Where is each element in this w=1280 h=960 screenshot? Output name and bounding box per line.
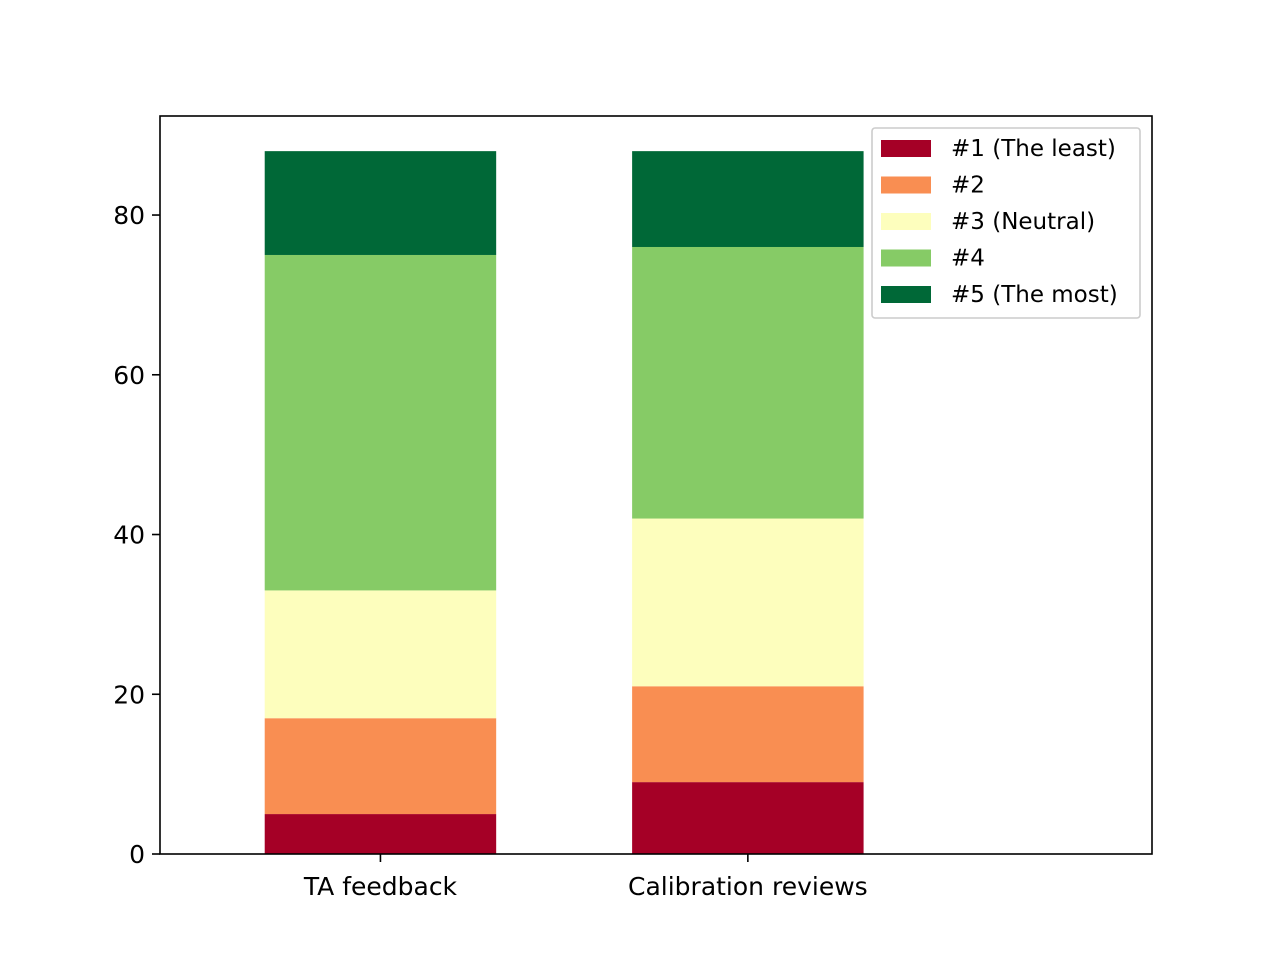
x-tick-label: Calibration reviews [628, 872, 868, 901]
bar-segment [264, 814, 497, 854]
bar-segment [264, 718, 497, 815]
y-tick-label: 0 [129, 840, 145, 869]
bar-segment [264, 254, 497, 591]
legend-label: #4 [951, 246, 985, 272]
legend-swatch [881, 249, 931, 267]
bar-segment [632, 782, 864, 854]
bar-segment [632, 246, 864, 519]
x-axis: TA feedback Calibration reviews [303, 854, 868, 901]
legend-label: #5 (The most) [951, 282, 1118, 308]
legend-frame [871, 127, 1141, 319]
legend-swatch [881, 213, 931, 230]
bar-segment [632, 686, 864, 783]
legend-swatch [881, 286, 931, 303]
legend: #1 (The least) #2 #3 (Neutral) #4 #5 (The mo… [871, 127, 1141, 319]
x-tick-label: TA feedback [303, 872, 458, 901]
legend-label: #1 (The least) [951, 136, 1116, 162]
legend-label: #3 (Neutral) [951, 209, 1095, 235]
bars-layer [264, 151, 864, 854]
y-tick-label: 60 [113, 361, 145, 390]
legend-swatch [881, 140, 931, 157]
legend-label: #2 [951, 173, 985, 199]
bar-segment [264, 590, 497, 719]
legend-swatch [881, 176, 931, 194]
y-tick-label: 80 [113, 201, 145, 230]
y-tick-label: 20 [113, 680, 145, 709]
bar-segment [632, 151, 864, 247]
bar-segment [632, 518, 864, 687]
plot-frame [159, 115, 1153, 855]
bar-segment [264, 151, 497, 255]
y-axis: 0 20 40 60 80 [113, 201, 160, 869]
y-tick-label: 40 [113, 521, 145, 550]
